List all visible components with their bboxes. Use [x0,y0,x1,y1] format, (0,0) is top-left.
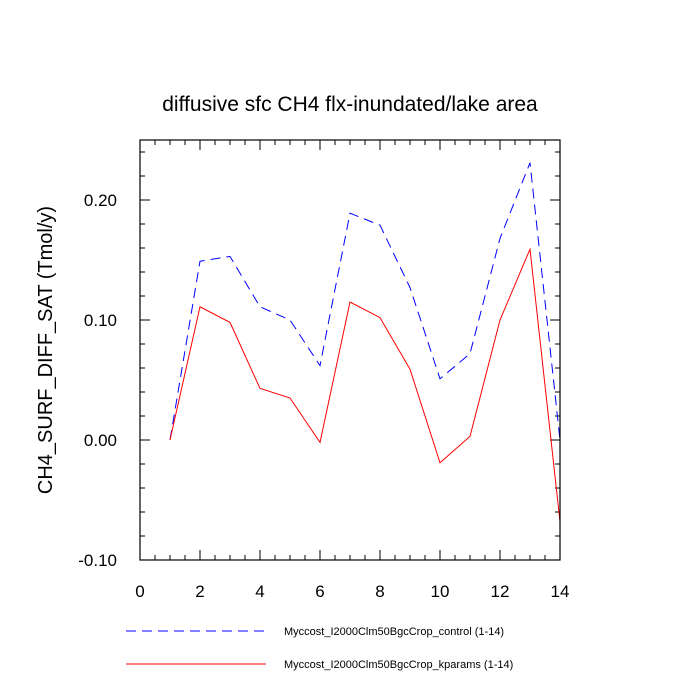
x-tick-label: 4 [255,582,264,601]
y-tick-label: -0.10 [78,551,117,570]
x-tick-label: 14 [551,582,570,601]
series-lines [169,162,561,522]
chart-title: diffusive sfc CH4 flx-inundated/lake are… [162,93,538,116]
series-line-2 [169,247,561,522]
x-tick-label: 0 [135,582,144,601]
x-tick-label: 10 [431,582,450,601]
y-axis-label: CH4_SURF_DIFF_SAT (Tmol/y) [35,206,57,494]
legend: Myccost_I2000Clm50BgcCrop_control (1-14)… [126,626,513,671]
y-tick-label: 0.10 [84,311,117,330]
x-tick-label: 12 [491,582,510,601]
legend-label-1: Myccost_I2000Clm50BgcCrop_control (1-14) [284,626,504,638]
axis-ticks [139,140,561,561]
x-tick-label: 8 [375,582,384,601]
legend-label-2: Myccost_I2000Clm50BgcCrop_kparams (1-14) [284,659,513,671]
x-tick-label: 2 [195,582,204,601]
x-tick-label: 6 [315,582,324,601]
tick-labels: 0 2 4 6 8 10 12 14 -0.10 0.00 0.10 0.20 [78,191,569,601]
y-tick-label: 0.20 [84,191,117,210]
y-tick-label: 0.00 [84,431,117,450]
series-line-1 [169,162,561,441]
plot-frame [139,139,561,561]
